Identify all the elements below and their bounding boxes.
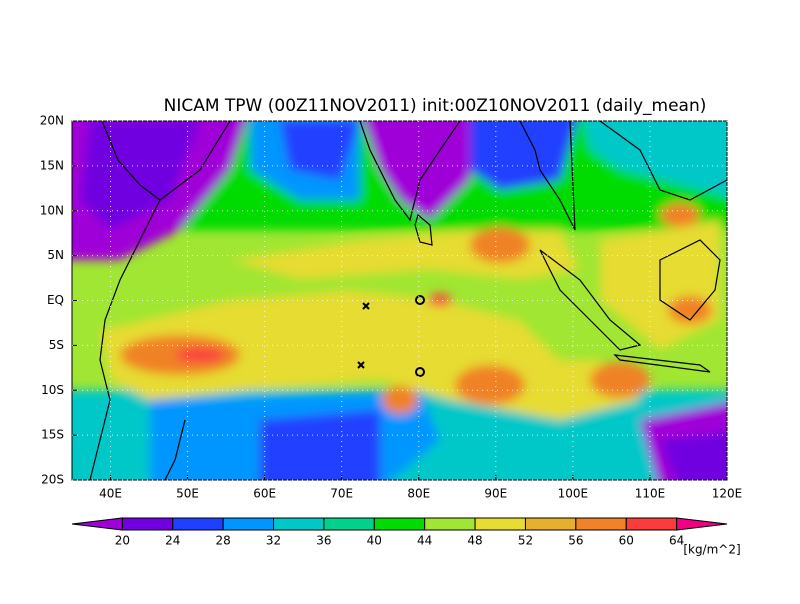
- colorbar-segment: [424, 517, 476, 531]
- y-tick-label: 10S: [41, 383, 64, 397]
- y-tick-label: 20S: [41, 473, 64, 487]
- colorbar-low: [71, 517, 123, 531]
- colorbar-label: 56: [568, 534, 583, 548]
- colorbar-label: 24: [165, 534, 180, 548]
- colorbar-segment: [172, 517, 224, 531]
- y-tick-label: 5N: [47, 248, 64, 262]
- x-tick-label: 70E: [330, 487, 353, 501]
- colorbar-label: 52: [518, 534, 533, 548]
- colorbar-label: 20: [115, 534, 130, 548]
- x-tick-label: 100E: [558, 487, 589, 501]
- colorbar-segment: [575, 517, 627, 531]
- colorbar-segment: [474, 517, 526, 531]
- colorbar-label: 48: [467, 534, 482, 548]
- y-tick-label: EQ: [47, 293, 64, 307]
- colorbar-label: 32: [266, 534, 281, 548]
- colorbar-unit: [kg/m^2]: [683, 543, 740, 557]
- colorbar-segment: [121, 517, 174, 531]
- colorbar-label: 60: [619, 534, 634, 548]
- colorbar-label: 36: [316, 534, 331, 548]
- colorbar-segment: [222, 517, 275, 531]
- tpw-field: [72, 121, 727, 480]
- colorbar-segment: [373, 517, 426, 531]
- colorbar-segment: [273, 517, 325, 531]
- colorbar-label: 44: [417, 534, 432, 548]
- x-tick-label: 40E: [99, 487, 122, 501]
- colorbar-label: 64: [669, 534, 684, 548]
- x-tick-label: 90E: [484, 487, 507, 501]
- colorbar-label: 40: [367, 534, 382, 548]
- colorbar-label: 28: [216, 534, 231, 548]
- x-tick-label: 110E: [635, 487, 666, 501]
- colorbar-segment: [524, 517, 577, 531]
- colorbar-segment: [625, 517, 678, 531]
- y-tick-label: 15S: [41, 428, 64, 442]
- station-markers: [357, 295, 425, 377]
- coastlines: [89, 121, 727, 480]
- x-tick-label: 60E: [253, 487, 276, 501]
- y-tick-label: 15N: [40, 158, 64, 172]
- map-title: NICAM TPW (00Z11NOV2011) init:00Z10NOV20…: [164, 96, 707, 116]
- colorbar-high: [676, 517, 728, 531]
- y-tick-label: 10N: [40, 203, 64, 217]
- y-tick-label: 5S: [49, 338, 64, 352]
- x-tick-label: 120E: [712, 487, 743, 501]
- colorbar-segment: [323, 517, 375, 531]
- x-tick-label: 50E: [176, 487, 199, 501]
- x-tick-label: 80E: [407, 487, 430, 501]
- y-tick-label: 20N: [40, 114, 64, 128]
